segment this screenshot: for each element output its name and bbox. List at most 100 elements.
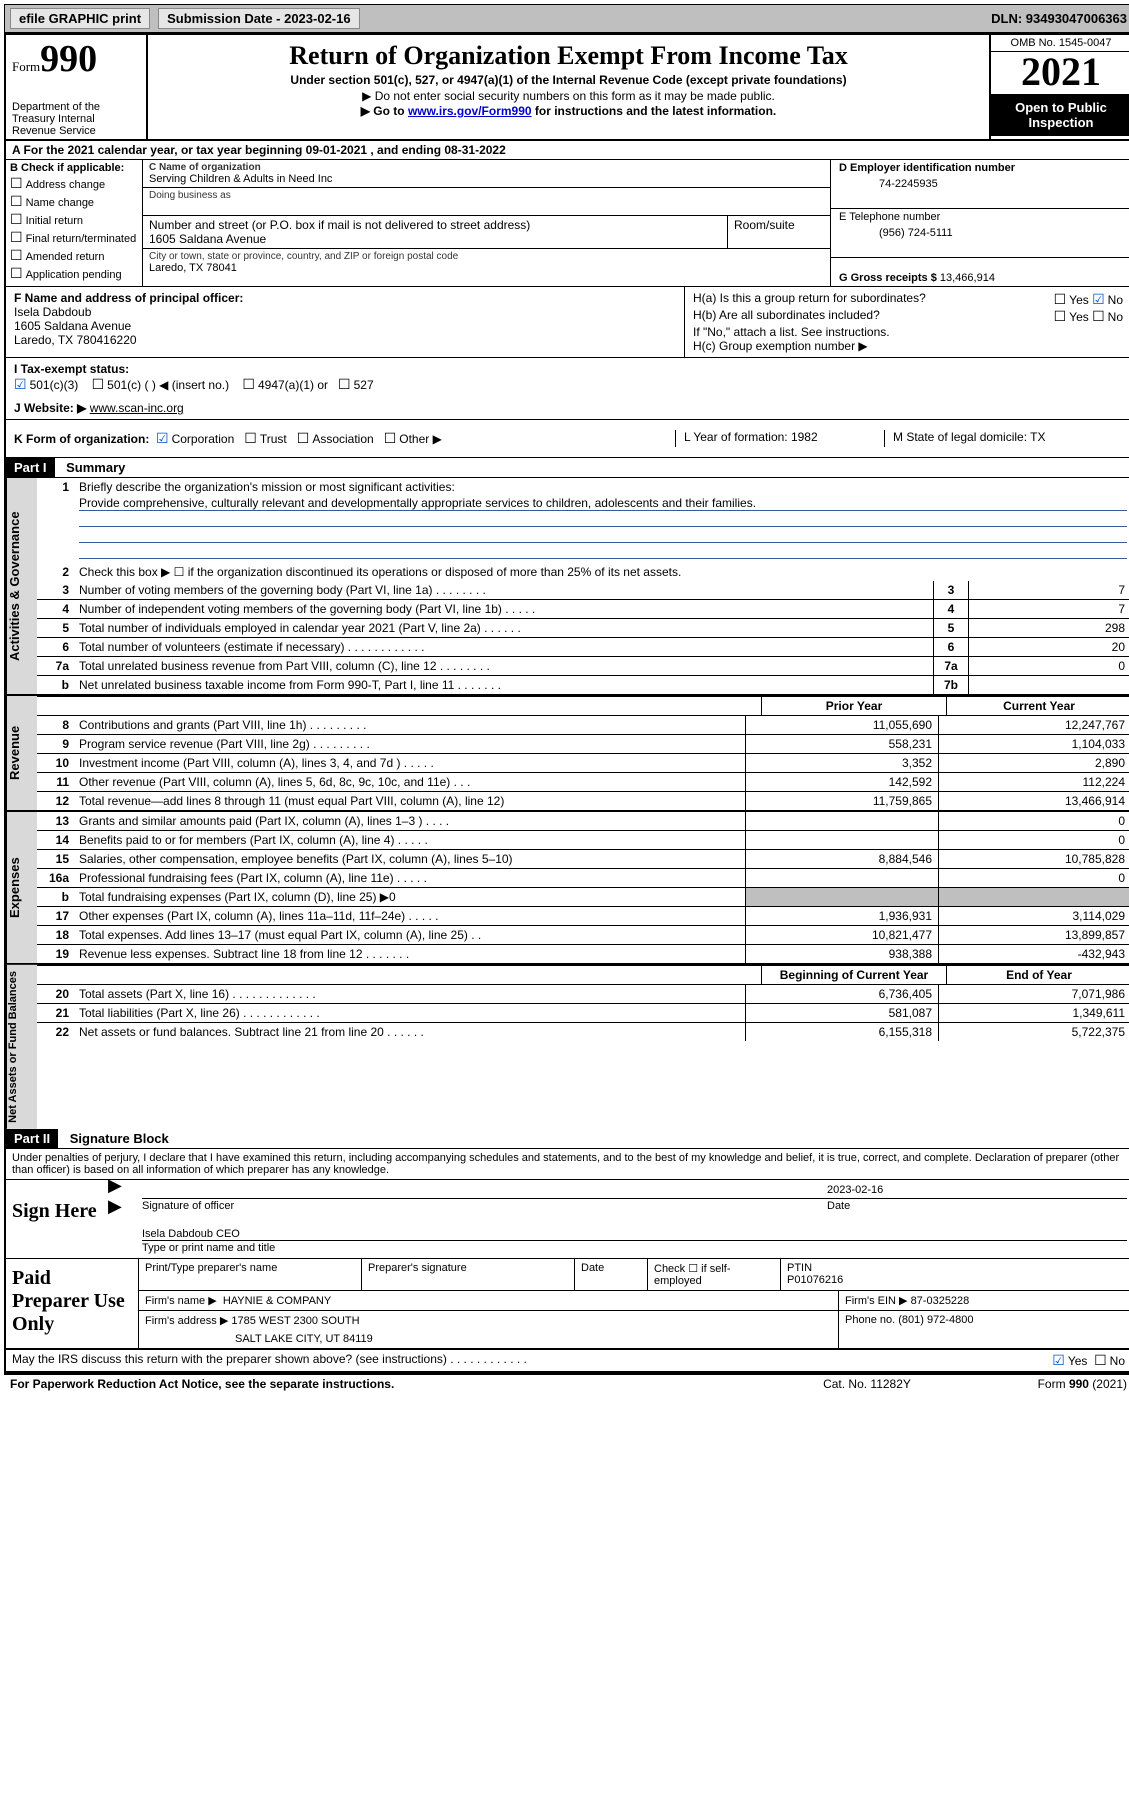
penalties-text: Under penalties of perjury, I declare th… xyxy=(6,1149,1129,1180)
form-label: Form xyxy=(12,59,40,74)
addr-label: Number and street (or P.O. box if mail i… xyxy=(149,218,721,232)
officer-addr2: Laredo, TX 780416220 xyxy=(14,333,676,347)
cb-initial-return[interactable]: Initial return xyxy=(10,211,138,228)
ha-yes[interactable] xyxy=(1054,293,1070,307)
vtab-revenue: Revenue xyxy=(6,696,37,810)
website-link[interactable]: www.scan-inc.org xyxy=(90,401,184,415)
org-name: Serving Children & Adults in Need Inc xyxy=(149,173,824,185)
line-21: 21Total liabilities (Part X, line 26) . … xyxy=(37,1003,1129,1022)
part2-title: Signature Block xyxy=(62,1129,177,1148)
sig-name-label: Type or print name and title xyxy=(142,1242,275,1254)
header-left: Form990 Department of the Treasury Inter… xyxy=(6,35,148,139)
cb-application-pending[interactable]: Application pending xyxy=(10,265,138,282)
part1-badge: Part I xyxy=(6,458,55,477)
discuss-no[interactable] xyxy=(1094,1354,1110,1368)
prep-h3: Date xyxy=(575,1259,648,1290)
form-number: 990 xyxy=(40,38,97,80)
section-officer-group: F Name and address of principal officer:… xyxy=(6,287,1129,358)
header-right: OMB No. 1545-0047 2021 Open to Public In… xyxy=(989,35,1129,139)
form-subtitle: Under section 501(c), 527, or 4947(a)(1)… xyxy=(156,73,981,87)
hb-no[interactable] xyxy=(1092,310,1108,324)
officer-addr1: 1605 Saldana Avenue xyxy=(14,319,676,333)
note-post: for instructions and the latest informat… xyxy=(532,104,777,118)
cb-4947[interactable] xyxy=(242,378,258,392)
form-header: Form990 Department of the Treasury Inter… xyxy=(6,35,1129,141)
mission-text: Provide comprehensive, culturally releva… xyxy=(79,496,1127,511)
paid-preparer-section: Paid Preparer Use Only Print/Type prepar… xyxy=(6,1259,1129,1350)
row-i-tax-status: I Tax-exempt status: 501(c)(3) 501(c) ( … xyxy=(6,358,685,397)
cb-assoc[interactable] xyxy=(297,432,313,446)
ein-label: D Employer identification number xyxy=(839,162,1123,174)
col-d-ein: D Employer identification number 74-2245… xyxy=(831,160,1129,286)
cb-amended[interactable]: Amended return xyxy=(10,247,138,264)
summary-row-3: 3Number of voting members of the governi… xyxy=(37,581,1129,599)
cb-501c[interactable] xyxy=(92,378,108,392)
firm-addr-label: Firm's address ▶ xyxy=(145,1315,228,1327)
cb-527[interactable] xyxy=(338,378,354,392)
firm-ein-label: Firm's EIN ▶ xyxy=(845,1295,908,1307)
prep-h1: Print/Type preparer's name xyxy=(145,1262,355,1274)
sig-officer-label: Signature of officer xyxy=(142,1200,827,1212)
submission-date-button[interactable]: Submission Date - 2023-02-16 xyxy=(158,8,360,29)
org-name-label: C Name of organization xyxy=(149,162,824,173)
cb-trust[interactable] xyxy=(244,432,260,446)
footer: For Paperwork Reduction Act Notice, see … xyxy=(4,1375,1129,1393)
part2-badge: Part II xyxy=(6,1129,58,1148)
q2-label: Check this box ▶ ☐ if the organization d… xyxy=(75,563,1129,581)
state-domicile: M State of legal domicile: TX xyxy=(884,430,1123,447)
cb-corp[interactable] xyxy=(156,432,172,446)
line-19: 19Revenue less expenses. Subtract line 1… xyxy=(37,944,1129,963)
prep-ptin: P01076216 xyxy=(787,1274,1125,1286)
note-pre: ▶ Go to xyxy=(361,104,408,118)
line-20: 20Total assets (Part X, line 16) . . . .… xyxy=(37,984,1129,1003)
col-c-org-info: C Name of organization Serving Children … xyxy=(143,160,831,286)
vtab-governance: Activities & Governance xyxy=(6,478,37,694)
year-formation: L Year of formation: 1982 xyxy=(675,430,884,447)
firm-ein: 87-0325228 xyxy=(911,1295,970,1307)
org-address: 1605 Saldana Avenue xyxy=(149,232,721,246)
prep-ptin-label: PTIN xyxy=(787,1262,1125,1274)
part2-header: Part II Signature Block xyxy=(6,1129,1129,1149)
website-label: J Website: ▶ xyxy=(14,401,86,415)
tel-value: (956) 724-5111 xyxy=(839,223,1123,243)
sig-date-label: Date xyxy=(827,1200,1127,1212)
line-9: 9Program service revenue (Part VIII, lin… xyxy=(37,734,1129,753)
sign-date: 2023-02-16 xyxy=(827,1184,1127,1196)
line-1-num: 1 xyxy=(37,478,75,563)
discuss-yes[interactable] xyxy=(1052,1354,1068,1368)
efile-button[interactable]: efile GRAPHIC print xyxy=(10,8,150,29)
open-line1: Open to Public xyxy=(995,100,1127,115)
cb-name-change[interactable]: Name change xyxy=(10,193,138,210)
ha-label: H(a) Is this a group return for subordin… xyxy=(693,291,1054,308)
cb-address-change[interactable]: Address change xyxy=(10,175,138,192)
hdr-prior-year: Prior Year xyxy=(761,697,946,715)
tax-year: 2021 xyxy=(991,52,1129,94)
prep-h2: Preparer's signature xyxy=(362,1259,575,1290)
tax-status-label: I Tax-exempt status: xyxy=(14,362,129,376)
ha-no[interactable] xyxy=(1092,293,1108,307)
sig-name: Isela Dabdoub CEO xyxy=(142,1228,1127,1240)
hb-note: If "No," attach a list. See instructions… xyxy=(693,325,1123,339)
cb-final-return[interactable]: Final return/terminated xyxy=(10,229,138,246)
open-public-badge: Open to Public Inspection xyxy=(991,94,1129,136)
cb-501c3[interactable] xyxy=(14,378,30,392)
col-h-group: H(a) Is this a group return for subordin… xyxy=(685,287,1129,357)
cb-other[interactable] xyxy=(384,432,400,446)
gross-value: 13,466,914 xyxy=(940,272,995,284)
line-2-num: 2 xyxy=(37,563,75,581)
section-identity: B Check if applicable: Address change Na… xyxy=(6,160,1129,287)
firm-addr1: 1785 WEST 2300 SOUTH xyxy=(231,1315,359,1327)
city-label: City or town, state or province, country… xyxy=(149,251,824,262)
summary-row-4: 4Number of independent voting members of… xyxy=(37,599,1129,618)
form-title: Return of Organization Exempt From Incom… xyxy=(156,41,981,71)
note-url: ▶ Go to www.irs.gov/Form990 for instruct… xyxy=(156,104,981,118)
part1-title: Summary xyxy=(58,458,133,477)
line-18: 18Total expenses. Add lines 13–17 (must … xyxy=(37,925,1129,944)
irs-link[interactable]: www.irs.gov/Form990 xyxy=(408,104,532,118)
form-footer: Form 990 (2021) xyxy=(967,1377,1127,1391)
header-center: Return of Organization Exempt From Incom… xyxy=(148,35,989,139)
hdr-end-year: End of Year xyxy=(946,966,1129,984)
hb-yes[interactable] xyxy=(1054,310,1070,324)
row-a-tax-year: A For the 2021 calendar year, or tax yea… xyxy=(6,141,1129,160)
summary-row-5: 5Total number of individuals employed in… xyxy=(37,618,1129,637)
